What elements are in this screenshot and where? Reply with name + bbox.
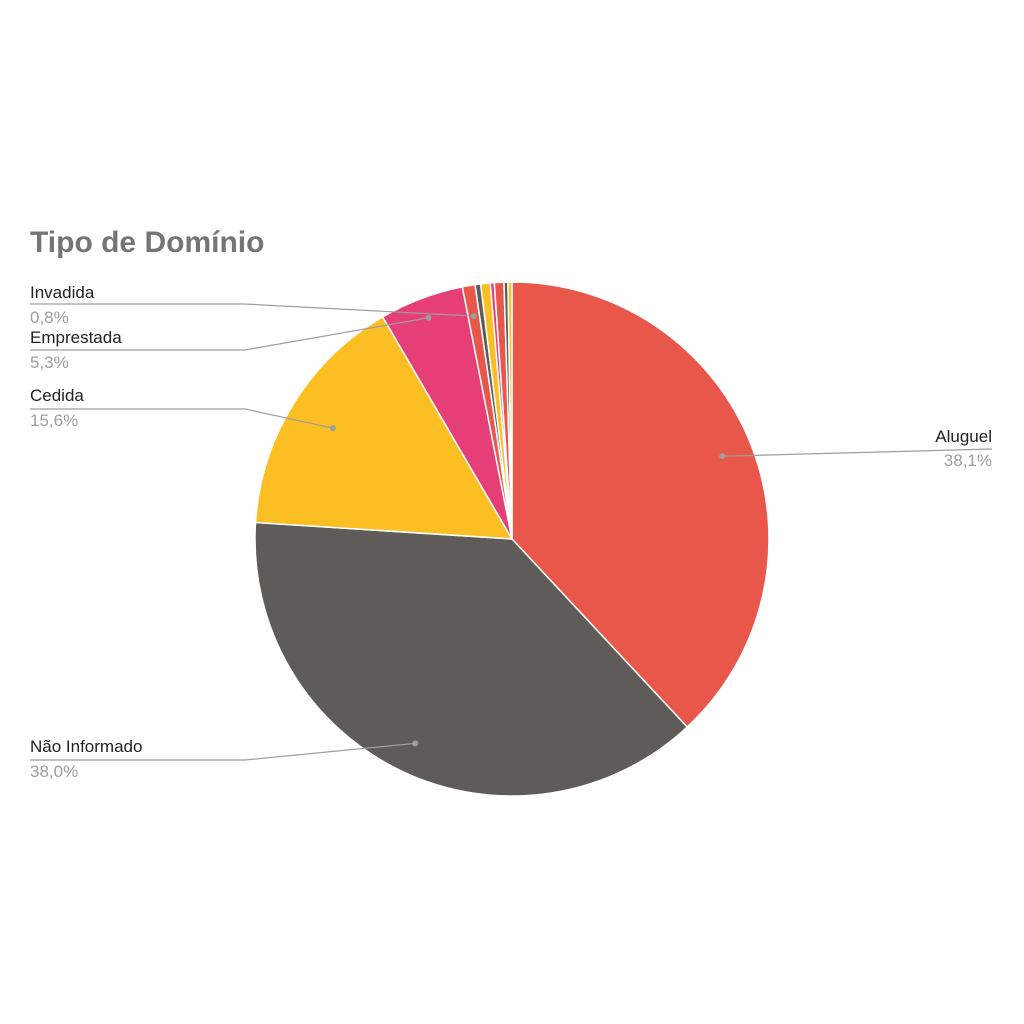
pie-slice-aluguel (511, 281, 770, 729)
slice-label-name: Invadida (30, 283, 95, 302)
leader-line (30, 303, 474, 317)
slice-label-value: 5,3% (30, 353, 69, 372)
chart-title: Tipo de Domínio (30, 226, 264, 259)
leader-line (30, 742, 416, 761)
leader-line (30, 408, 333, 429)
leader-line (722, 448, 993, 457)
slice-label-name: Emprestada (30, 328, 122, 347)
slice-label-value: 15,6% (30, 411, 78, 430)
slice-label-name: Aluguel (935, 427, 992, 446)
pie-slices (254, 281, 770, 797)
leader-dot (470, 313, 477, 320)
slice-label-value: 0,8% (30, 308, 69, 327)
leader-dot (425, 314, 432, 321)
leader-dot (329, 425, 336, 432)
slice-label-name: Não Informado (30, 737, 142, 756)
slice-labels: Aluguel 38,1% Não Informado 38,0% Cedida 15,6… (30, 283, 993, 781)
leader-line (30, 317, 429, 351)
slice-label-name: Cedida (30, 386, 84, 405)
leader-dot (719, 453, 726, 460)
pie-slice-cedida (254, 315, 514, 540)
slice-label-value: 38,0% (30, 762, 78, 781)
leader-dot (412, 740, 419, 747)
pie-slice-n-o-informado (254, 521, 689, 797)
pie-slice-10 (507, 281, 513, 540)
slice-label-value: 38,1% (944, 451, 992, 470)
